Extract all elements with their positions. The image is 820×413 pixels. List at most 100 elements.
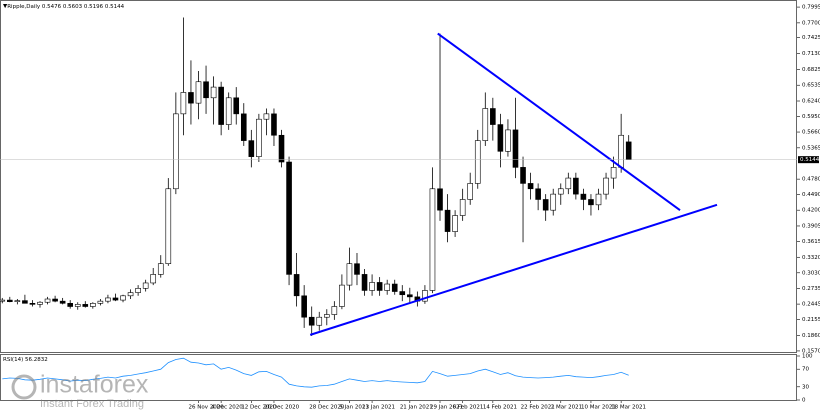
candle-body — [150, 274, 157, 284]
candle-body — [233, 97, 240, 115]
y-tick-label: 0.5950 — [802, 114, 820, 120]
x-tick-label: 20 Dec 2020 — [264, 405, 300, 411]
rsi-tick-label: 100 — [802, 354, 813, 360]
brand: instaforex — [40, 371, 149, 399]
x-tick-label: 12 Dec 2020 — [241, 405, 277, 411]
candle-body — [44, 298, 51, 303]
candle-body — [0, 299, 6, 302]
candle-body — [490, 108, 496, 125]
candle-body — [324, 314, 330, 318]
candle-body — [97, 300, 104, 304]
candle-body — [74, 304, 81, 307]
rsi-tick-label: 0 — [802, 398, 806, 404]
x-tick-label: 29 Jan 2021 — [430, 405, 463, 411]
candle-body — [391, 283, 398, 292]
candle-body — [505, 129, 511, 152]
rsi-name: RSI(14) — [3, 357, 23, 363]
y-tick-label: 0.6240 — [802, 99, 820, 105]
candle-body — [437, 188, 443, 211]
candle-body — [497, 124, 504, 152]
candle-body — [180, 92, 187, 115]
candle-body — [22, 300, 28, 304]
candle-body — [331, 306, 338, 315]
y-tick-label: 0.3615 — [802, 239, 820, 245]
candle-body — [82, 304, 89, 307]
candle-body — [105, 297, 111, 302]
watermark: instaforex Instant Forex Trading — [11, 371, 149, 410]
x-tick-label: 18 Mar 2021 — [611, 405, 646, 411]
candle-body — [610, 167, 617, 179]
candle-body — [142, 282, 149, 289]
candle-body — [339, 284, 345, 307]
candle-body — [407, 294, 413, 298]
candle-body — [67, 302, 73, 307]
y-tick-label: 0.3030 — [802, 270, 820, 276]
low: 0.5196 — [84, 4, 104, 10]
candle-body — [452, 215, 458, 232]
candle-body — [459, 199, 466, 216]
candle-body — [573, 177, 579, 195]
candle-body — [422, 290, 428, 302]
candle-body — [90, 302, 96, 307]
candle-body — [308, 316, 315, 326]
y-tick-label: 0.2155 — [802, 317, 820, 323]
candle-body — [520, 167, 526, 184]
candle-body — [467, 183, 473, 200]
candle-body — [482, 108, 489, 141]
candle-body — [399, 291, 406, 296]
header: ▼Ripple,Daily 0.5476 0.5603 0.5196 0.514… — [3, 4, 125, 10]
candle-body — [444, 209, 451, 232]
candle-body — [188, 92, 194, 104]
candle-body — [248, 140, 255, 157]
rsi-header: RSI(14) 56.2832 — [3, 357, 48, 363]
candle-body — [203, 81, 209, 99]
candle-body — [550, 193, 557, 211]
y-tick-label: 0.3320 — [802, 255, 820, 261]
last-price-label: 0.5144 — [800, 157, 820, 163]
x-tick-label: 4 Dec 2020 — [211, 405, 243, 411]
rsi-tick-label: 30 — [802, 384, 809, 390]
x-tick-label: 21 Jan 2021 — [400, 405, 433, 411]
rsi-last: 56.2832 — [25, 357, 48, 363]
candle-body — [271, 113, 277, 136]
candle-body — [157, 263, 164, 275]
candle-body — [595, 193, 602, 206]
last-price-box — [798, 156, 819, 164]
rsi-line — [2, 357, 629, 388]
trendline — [437, 32, 681, 211]
candle-body — [173, 113, 179, 190]
y-tick-label: 0.3905 — [802, 223, 820, 229]
x-tick-label: 22 Feb 2021 — [521, 405, 555, 411]
candle-body — [225, 97, 232, 125]
candle-body — [286, 161, 292, 275]
y-tick-label: 0.2735 — [802, 286, 820, 292]
candle-body — [535, 188, 541, 200]
candle-body — [588, 199, 594, 206]
candle-body — [361, 274, 368, 291]
y-tick-label: 0.7700 — [802, 20, 820, 26]
y-tick-label: 0.5660 — [802, 130, 820, 136]
candle-body — [14, 300, 21, 302]
candle-body — [542, 199, 549, 211]
x-tick-label: 2 Mar 2021 — [551, 405, 582, 411]
candle-body — [376, 282, 383, 291]
high: 0.5603 — [63, 4, 83, 10]
x-tick-label: 28 Dec 2020 — [309, 405, 345, 411]
close: 0.5144 — [105, 4, 125, 10]
candle-body — [316, 316, 323, 326]
candle-body — [165, 188, 172, 264]
candle-body — [429, 188, 436, 291]
x-tick-label: 13 Jan 2021 — [362, 405, 395, 411]
candle-body — [384, 283, 390, 291]
candle-body — [346, 263, 353, 286]
candle-body — [127, 292, 134, 297]
rsi-tick-label: 70 — [802, 367, 809, 373]
y-tick-label: 0.4780 — [802, 177, 820, 183]
x-tick-label: 5 Jan 2021 — [339, 405, 368, 411]
open: 0.5476 — [42, 4, 62, 10]
trendline — [309, 203, 718, 336]
symbol-title: Ripple,Daily — [7, 4, 41, 10]
y-tick-label: 0.4490 — [802, 192, 820, 198]
